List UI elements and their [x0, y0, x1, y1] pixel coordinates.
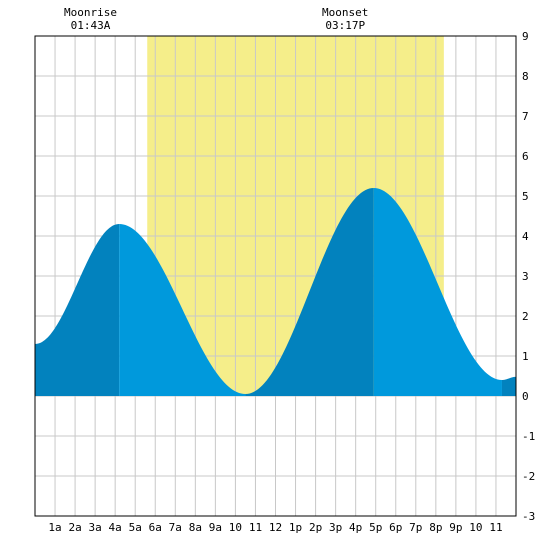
- x-tick-label: 11: [489, 521, 502, 534]
- plot-frame: [34, 35, 517, 517]
- y-tick-label: 8: [522, 70, 529, 83]
- x-tick-label: 1a: [48, 521, 61, 534]
- x-tick-label: 3a: [89, 521, 102, 534]
- x-tick-label: 6p: [389, 521, 402, 534]
- x-tick-label: 10: [229, 521, 242, 534]
- x-tick-label: 4p: [349, 521, 362, 534]
- tide-falling-area: [119, 224, 246, 396]
- x-tick-label: 8a: [189, 521, 202, 534]
- x-tick-label: 2p: [309, 521, 322, 534]
- tide-rising-area: [501, 376, 516, 396]
- y-tick-label: 0: [522, 390, 529, 403]
- x-tick-label: 10: [469, 521, 482, 534]
- tide-rising-area: [35, 224, 120, 396]
- y-tick-label: 3: [522, 270, 529, 283]
- y-tick-label: 6: [522, 150, 529, 163]
- y-tick-label: 1: [522, 350, 529, 363]
- x-tick-label: 3p: [329, 521, 342, 534]
- x-tick-label: 1p: [289, 521, 302, 534]
- y-tick-label: -1: [522, 430, 535, 443]
- moonset-time: 03:17P: [325, 19, 365, 32]
- x-tick-label: 7a: [169, 521, 182, 534]
- y-tick-label: 2: [522, 310, 529, 323]
- x-tick-label: 5p: [369, 521, 382, 534]
- x-tick-label: 6a: [149, 521, 162, 534]
- x-tick-label: 2a: [68, 521, 81, 534]
- x-tick-label: 4a: [109, 521, 122, 534]
- moonset-label: Moonset: [322, 6, 368, 19]
- y-tick-label: 7: [522, 110, 529, 123]
- y-tick-label: 4: [522, 230, 529, 243]
- tide-falling-area: [373, 188, 502, 396]
- x-tick-label: 5a: [129, 521, 142, 534]
- moonrise-label: Moonrise: [64, 6, 117, 19]
- y-tick-label: 9: [522, 30, 529, 43]
- x-tick-label: 11: [249, 521, 262, 534]
- x-tick-label: 8p: [429, 521, 442, 534]
- moonrise-time: 01:43A: [71, 19, 111, 32]
- x-tick-label: 7p: [409, 521, 422, 534]
- x-tick-label: 12: [269, 521, 282, 534]
- y-tick-label: -3: [522, 510, 535, 523]
- y-tick-label: 5: [522, 190, 529, 203]
- x-tick-label: 9p: [449, 521, 462, 534]
- x-tick-label: 9a: [209, 521, 222, 534]
- y-tick-label: -2: [522, 470, 535, 483]
- tide-rising-area: [245, 188, 374, 396]
